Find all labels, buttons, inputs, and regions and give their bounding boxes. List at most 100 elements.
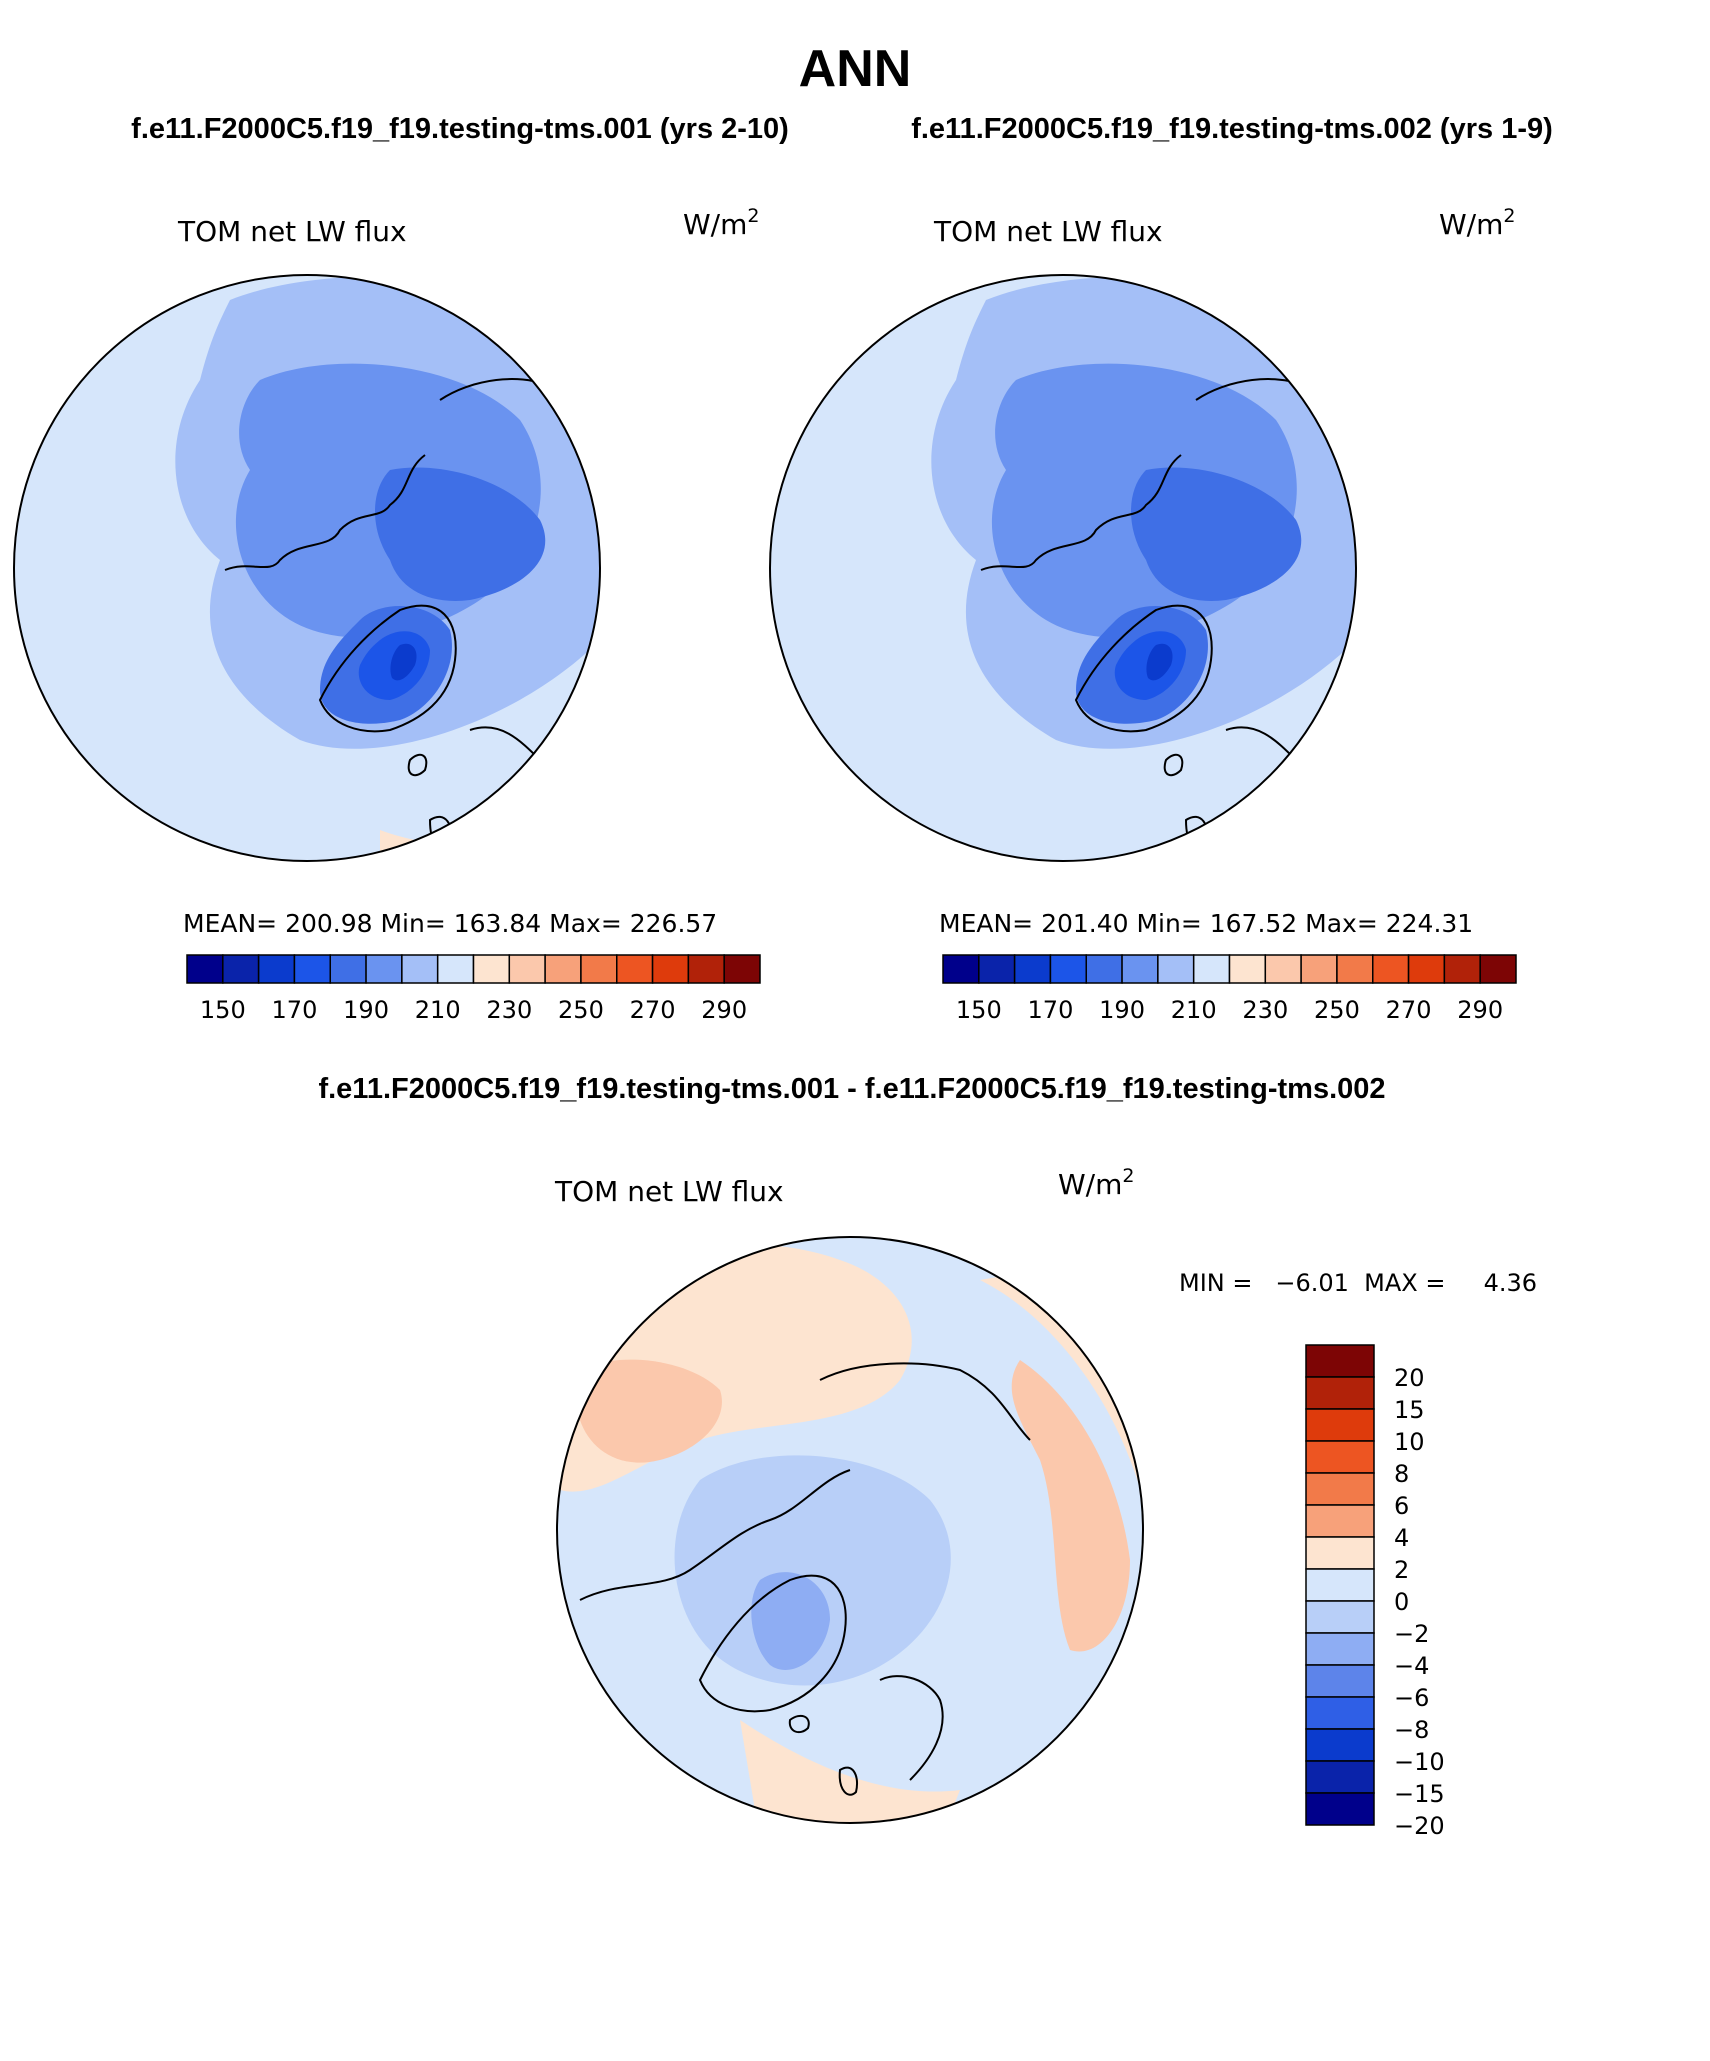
right-colorbar-swatch-9 bbox=[1264, 954, 1302, 984]
right-colorbar-tick-label: 290 bbox=[1457, 996, 1503, 1024]
right-colorbar-tick-label: 270 bbox=[1386, 996, 1432, 1024]
left-units-base: W/m bbox=[683, 208, 747, 241]
left-colorbar-tick-label: 290 bbox=[701, 996, 747, 1024]
left-colorbar-swatch-9 bbox=[508, 954, 546, 984]
right-colorbar-swatch-8 bbox=[1228, 954, 1267, 984]
right-colorbar-swatch-15 bbox=[1479, 954, 1517, 984]
right-units-label: W/m2 bbox=[1439, 205, 1516, 241]
left-case-title: f.e11.F2000C5.f19_f19.testing-tms.001 (y… bbox=[131, 113, 789, 145]
diff-colorbar-swatch-14 bbox=[1305, 1792, 1375, 1826]
diff-colorbar-tick-label: −8 bbox=[1394, 1716, 1429, 1744]
right-panel: TOM net LW flux W/m2 MEAN= 201.40 Min= 1… bbox=[769, 205, 1517, 1024]
diff-coast-canada bbox=[579, 1469, 851, 1601]
left-colorbar-swatch-8 bbox=[472, 954, 511, 984]
left-colorbar-swatch-15 bbox=[723, 954, 761, 984]
left-colorbar-swatch-12 bbox=[616, 954, 654, 984]
right-coast-canada bbox=[980, 454, 1182, 571]
diff-colorbar-tick-label: −20 bbox=[1394, 1812, 1445, 1840]
left-colorbar-swatch-13 bbox=[651, 954, 690, 984]
right-case-title: f.e11.F2000C5.f19_f19.testing-tms.002 (y… bbox=[911, 113, 1553, 145]
page-title: ANN bbox=[799, 40, 912, 98]
left-colorbar-swatch-5 bbox=[365, 954, 403, 984]
diff-colorbar-tick-label: −2 bbox=[1394, 1620, 1429, 1648]
right-colorbar-tick-label: 250 bbox=[1314, 996, 1360, 1024]
left-field-fde4d0 bbox=[560, 712, 600, 861]
left-colorbar-tick-label: 210 bbox=[415, 996, 461, 1024]
diff-colorbar-swatch-7 bbox=[1305, 1568, 1375, 1602]
left-field-3f6fe6 bbox=[375, 467, 546, 601]
left-colorbar-swatch-1 bbox=[222, 954, 260, 984]
diff-colorbar-swatch-1 bbox=[1305, 1376, 1375, 1410]
diff-field-b8cff8 bbox=[674, 1455, 951, 1686]
diff-colorbar-tick-label: 10 bbox=[1394, 1428, 1425, 1456]
right-colorbar-swatch-2 bbox=[1013, 954, 1052, 984]
diff-colorbar-swatch-11 bbox=[1305, 1696, 1375, 1730]
right-greenland-0b3bcd bbox=[1146, 643, 1173, 681]
diff-colorbar-swatch-13 bbox=[1305, 1760, 1375, 1794]
diff-colorbar-tick-label: 20 bbox=[1394, 1364, 1425, 1392]
diff-field-fde4d0-east bbox=[980, 1250, 1143, 1823]
diff-field-fbc8ac-nw bbox=[580, 1359, 722, 1463]
right-colorbar bbox=[942, 954, 1517, 984]
left-map bbox=[14, 275, 600, 861]
diff-map bbox=[557, 1237, 1143, 1823]
left-colorbar-tick-label: 270 bbox=[630, 996, 676, 1024]
diff-colorbar-tick-label: 4 bbox=[1394, 1524, 1409, 1552]
left-colorbar-swatch-3 bbox=[293, 954, 331, 984]
diff-colorbar-swatch-3 bbox=[1305, 1440, 1375, 1474]
diff-coastlines bbox=[579, 1362, 1031, 1796]
right-coast-iceland bbox=[1163, 753, 1184, 777]
diff-colorbar-tick-label: 8 bbox=[1394, 1460, 1409, 1488]
left-greenland-0b3bcd bbox=[390, 643, 417, 681]
diff-colorbar-tick-label: −10 bbox=[1394, 1748, 1445, 1776]
diff-colorbar-swatch-10 bbox=[1305, 1664, 1375, 1698]
diff-greenland-8eadf3 bbox=[751, 1572, 830, 1670]
left-colorbar-swatch-6 bbox=[401, 954, 439, 984]
right-colorbar-tick-label: 210 bbox=[1171, 996, 1217, 1024]
left-coast-iceland bbox=[407, 753, 428, 777]
diff-panel: TOM net LW flux W/m2 MIN = −6.01 MAX = 4… bbox=[554, 1165, 1537, 1840]
diff-colorbar-swatch-9 bbox=[1305, 1632, 1375, 1666]
diff-coast-siberia bbox=[819, 1362, 1031, 1441]
diff-colorbar-tick-label: −15 bbox=[1394, 1780, 1445, 1808]
left-colorbar bbox=[186, 954, 761, 984]
right-colorbar-tick-label: 190 bbox=[1099, 996, 1145, 1024]
left-colorbar-swatch-0 bbox=[186, 954, 224, 984]
diff-colorbar-swatch-8 bbox=[1305, 1600, 1375, 1634]
diff-colorbar-swatch-2 bbox=[1305, 1408, 1375, 1442]
right-colorbar-swatch-11 bbox=[1336, 954, 1374, 984]
left-coast-canada bbox=[224, 454, 426, 571]
diff-colorbar-tick-label: 6 bbox=[1394, 1492, 1409, 1520]
right-colorbar-swatch-6 bbox=[1157, 954, 1195, 984]
left-colorbar-labels: 150 170 190 210 230 250 270 290 bbox=[200, 996, 747, 1024]
left-colorbar-swatch-10 bbox=[544, 954, 582, 984]
diff-units-label: W/m2 bbox=[1058, 1165, 1135, 1201]
left-units-exp: 2 bbox=[747, 205, 759, 227]
right-colorbar-swatch-13 bbox=[1407, 954, 1446, 984]
right-units-exp: 2 bbox=[1503, 205, 1515, 227]
diff-coast-iceland bbox=[788, 1714, 810, 1734]
left-colorbar-swatch-14 bbox=[687, 954, 725, 984]
diff-colorbar-tick-label: 0 bbox=[1394, 1588, 1409, 1616]
diff-units-base: W/m bbox=[1058, 1168, 1122, 1201]
diff-coast-britain bbox=[838, 1766, 858, 1796]
right-map-border bbox=[769, 274, 1357, 862]
right-colorbar-swatch-14 bbox=[1443, 954, 1481, 984]
right-coast-greenland bbox=[1074, 604, 1213, 733]
left-variable-label: TOM net LW flux bbox=[177, 215, 407, 248]
right-colorbar-tick-label: 230 bbox=[1242, 996, 1288, 1024]
left-colorbar-tick-label: 170 bbox=[272, 996, 318, 1024]
right-field-3f6fe6 bbox=[1131, 467, 1302, 601]
right-colorbar-swatch-7 bbox=[1192, 954, 1231, 984]
right-colorbar-swatch-10 bbox=[1300, 954, 1338, 984]
right-colorbar-swatch-5 bbox=[1121, 954, 1159, 984]
diff-colorbar-tick-label: −6 bbox=[1394, 1684, 1429, 1712]
diff-colorbar bbox=[1305, 1344, 1375, 1826]
diff-colorbar-tick-label: −4 bbox=[1394, 1652, 1429, 1680]
right-colorbar-labels: 150 170 190 210 230 250 270 290 bbox=[956, 996, 1503, 1024]
left-colorbar-tick-label: 250 bbox=[558, 996, 604, 1024]
right-colorbar-tick-label: 170 bbox=[1028, 996, 1074, 1024]
left-map-border bbox=[13, 274, 601, 862]
